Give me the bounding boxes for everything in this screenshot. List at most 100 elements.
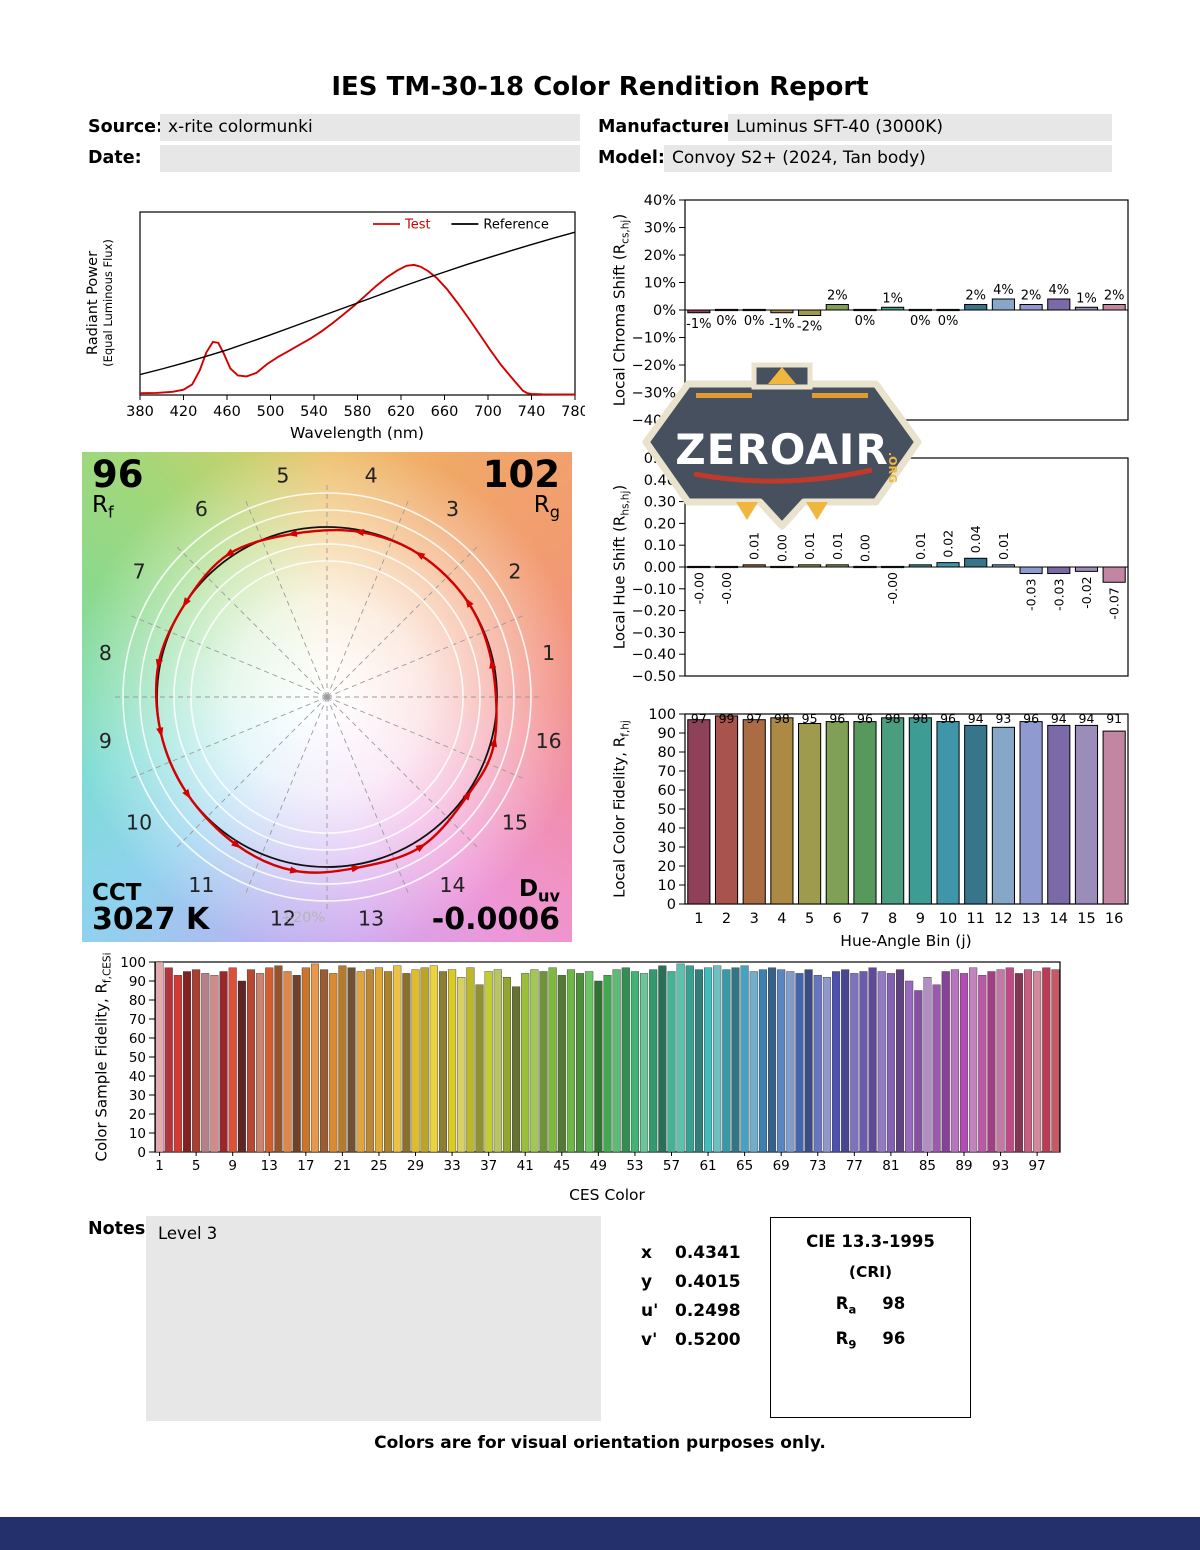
bar bbox=[1023, 969, 1033, 1153]
bar-label: 93 bbox=[995, 711, 1011, 726]
hue-shift-arrow-icon bbox=[462, 790, 472, 801]
x-tick-label: 69 bbox=[773, 1158, 790, 1174]
hue-bin-number: 14 bbox=[440, 873, 466, 897]
cri-title: CIE 13.3-1995 bbox=[806, 1232, 935, 1251]
x-tick-label: 21 bbox=[334, 1158, 351, 1174]
bar bbox=[566, 969, 575, 1153]
bar-label: 0.01 bbox=[913, 532, 928, 560]
bar bbox=[246, 969, 256, 1153]
bar bbox=[825, 564, 849, 568]
watermark-ray-left bbox=[736, 502, 758, 520]
rf-score: 96 Rf bbox=[92, 453, 144, 522]
bar bbox=[758, 969, 767, 1153]
spectral-power-chart: 380 420 460 500 540 580 620 660 700 740 780 Test Ref… bbox=[80, 200, 589, 450]
hue-bin-number: 2 bbox=[508, 559, 521, 583]
hue-bin-number: 10 bbox=[126, 811, 152, 835]
ces-xlabel: CES Color bbox=[569, 1186, 645, 1204]
bar-label: 2% bbox=[965, 289, 986, 304]
bar-label: 4% bbox=[1048, 283, 1069, 298]
bar bbox=[429, 965, 438, 1153]
bar bbox=[1051, 969, 1060, 1153]
chromaticity-row-v: v' 0.5200 bbox=[641, 1329, 741, 1350]
bar bbox=[877, 971, 886, 1153]
bar-label: 97 bbox=[691, 711, 707, 726]
bar bbox=[722, 969, 731, 1153]
hue-shift-arrow-icon bbox=[224, 548, 235, 558]
bar bbox=[969, 967, 978, 1153]
bar-label: 0.00 bbox=[774, 534, 789, 562]
date-label: Date: bbox=[88, 148, 142, 168]
percent-ring bbox=[139, 509, 515, 885]
x-tick-label: 4 bbox=[777, 911, 786, 927]
bar bbox=[475, 984, 484, 1153]
bar-label: 98 bbox=[885, 711, 901, 726]
x-tick-label: 13 bbox=[261, 1158, 278, 1174]
fidelity-xlabel: Hue-Angle Bin (j) bbox=[840, 932, 972, 950]
bar bbox=[798, 564, 822, 568]
bar bbox=[991, 726, 1015, 905]
bar bbox=[713, 965, 722, 1153]
bar bbox=[731, 967, 740, 1153]
hue-bin-number: 9 bbox=[99, 729, 112, 753]
x-tick-label: 77 bbox=[846, 1158, 863, 1174]
rg-score: 102 Rg bbox=[482, 453, 560, 522]
bar bbox=[265, 967, 274, 1153]
bar-label: 0% bbox=[716, 314, 737, 329]
legend-label: Test bbox=[404, 218, 431, 233]
x-tick-label: 13 bbox=[1022, 911, 1040, 927]
bar bbox=[740, 965, 749, 1153]
bar-label: -2% bbox=[797, 320, 822, 335]
hue-shift-arrow-icon bbox=[182, 788, 191, 800]
y-tick-label: 100 bbox=[120, 955, 146, 971]
bar bbox=[714, 308, 739, 312]
bar bbox=[173, 975, 182, 1153]
x-tick-label: 620 bbox=[387, 404, 415, 420]
x-tick-label: 45 bbox=[553, 1158, 570, 1174]
x-tick-label: 8 bbox=[888, 911, 897, 927]
model-value: Convoy S2+ (2024, Tan body) bbox=[664, 145, 1112, 172]
bar bbox=[996, 969, 1005, 1153]
bar-label: 98 bbox=[912, 711, 928, 726]
bar bbox=[687, 309, 711, 314]
bar bbox=[539, 971, 548, 1153]
bar bbox=[786, 971, 795, 1153]
bar bbox=[886, 973, 895, 1153]
bar bbox=[1019, 566, 1043, 575]
bar bbox=[548, 967, 557, 1153]
bar bbox=[798, 723, 822, 905]
hue-bin-number: 3 bbox=[446, 497, 459, 521]
bar bbox=[685, 965, 694, 1153]
y-tick-label: 50 bbox=[658, 802, 676, 818]
chromaticity-row-y: y 0.4015 bbox=[641, 1271, 741, 1292]
watermark-stripe-left bbox=[696, 393, 752, 398]
x-tick-label: 37 bbox=[480, 1158, 497, 1174]
x-tick-label: 25 bbox=[370, 1158, 387, 1174]
date-value bbox=[160, 145, 580, 172]
bar-label: 91 bbox=[1106, 711, 1122, 726]
hue-shift-arrow-icon bbox=[155, 658, 163, 670]
bar bbox=[630, 971, 639, 1153]
bar bbox=[1047, 298, 1071, 311]
hue-bin-number: 5 bbox=[276, 463, 289, 487]
local-color-fidelity-chart: 100 90 80 70 60 50 40 30 20 10 0 97 1 99 2 97 3 98 4 95 5 96 6… bbox=[598, 704, 1143, 944]
bar bbox=[1047, 724, 1071, 905]
bin-boundary-line bbox=[245, 696, 328, 894]
y-tick-label: −0.10 bbox=[632, 582, 676, 598]
bar bbox=[521, 973, 530, 1153]
hue-shift-arrow-icon bbox=[351, 865, 362, 873]
series-reference bbox=[139, 231, 576, 376]
bar-label: 94 bbox=[968, 711, 984, 726]
bar bbox=[228, 967, 237, 1153]
y-tick-label: −20% bbox=[632, 358, 676, 374]
bar bbox=[448, 969, 457, 1153]
bin-boundary-line bbox=[326, 615, 524, 698]
chroma-ylabel: Local Chroma Shift (Rcs,hj) bbox=[610, 213, 632, 407]
x-tick-label: 85 bbox=[919, 1158, 936, 1174]
bar-label: 2% bbox=[1021, 289, 1042, 304]
bar bbox=[964, 557, 988, 568]
bar bbox=[687, 719, 711, 905]
bar-label: 99 bbox=[719, 711, 735, 726]
hue-ylabel: Local Hue Shift (Rhs,hj) bbox=[610, 484, 632, 650]
bar bbox=[384, 971, 393, 1153]
y-tick-label: 0.00 bbox=[644, 560, 676, 576]
